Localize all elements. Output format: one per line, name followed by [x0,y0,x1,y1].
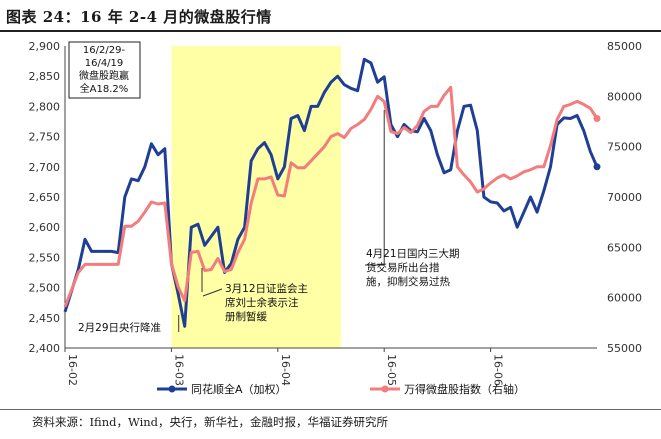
annotation-rrr-cut: 2月29日央行降准 [78,321,161,334]
y-right-tick-label: 60000 [607,292,642,305]
series-endpoint-micro [593,114,601,122]
footer-divider [0,409,661,410]
title-divider [0,30,661,32]
y-right-tick-label: 80000 [607,90,642,103]
y-right-tick-label: 65000 [607,241,642,254]
y-left-tick-label: 2,400 [29,342,61,355]
annotation-pointer-csrc [202,288,223,297]
y-left-tick-label: 2,450 [29,312,61,325]
y-right-tick-label: 75000 [607,141,642,154]
annotation-outperform: 16/2/29-16/4/19 微盘股跑赢全A18.2% [79,45,129,95]
x-tick-label: 16-03 [172,354,185,386]
y-left-tick-label: 2,750 [29,131,61,144]
y-left-tick-label: 2,550 [29,251,61,264]
legend-label-quanA: 同花顺全A（加权） [191,382,287,396]
y-left-tick-label: 2,900 [29,40,61,53]
y-right-tick-label: 85000 [607,40,642,53]
x-tick-label: 16-04 [279,354,292,386]
legend-marker-micro [381,385,389,393]
y-left-tick-label: 2,600 [29,221,61,234]
source-note: 资料来源：Ifind，Wind，央行，新华社，金融时报，华福证券研究所 [32,415,389,429]
y-left-tick-label: 2,650 [29,191,61,204]
series-line-micro [63,85,599,308]
legend-label-micro: 万得微盘股指数（右轴） [404,382,525,396]
x-tick-label: 16-02 [66,354,79,386]
series-line-quanA [63,57,599,328]
annotation-futures: 4月21日国内三大期货交易所出台措施，抑制交易过热 [366,247,460,288]
y-right-tick-label: 55000 [607,342,642,355]
y-left-tick-label: 2,850 [29,70,61,83]
annotation-csrc: 3月12日证监会主席刘士余表示注册制暂缓 [225,282,308,323]
chart-title: 图表 24：16 年 2-4 月的微盘股行情 [6,8,272,26]
series-endpoint-quanA [593,163,601,171]
legend-marker-quanA [168,385,176,393]
y-left-tick-label: 2,800 [29,100,61,113]
x-tick-label: 16-06 [492,354,505,386]
y-left-tick-label: 2,500 [29,282,61,295]
y-right-tick-label: 70000 [607,191,642,204]
x-tick-label: 16-05 [385,354,398,386]
y-left-tick-label: 2,700 [29,161,61,174]
highlight-band [171,46,341,348]
annotation-box-outperform [68,41,141,99]
